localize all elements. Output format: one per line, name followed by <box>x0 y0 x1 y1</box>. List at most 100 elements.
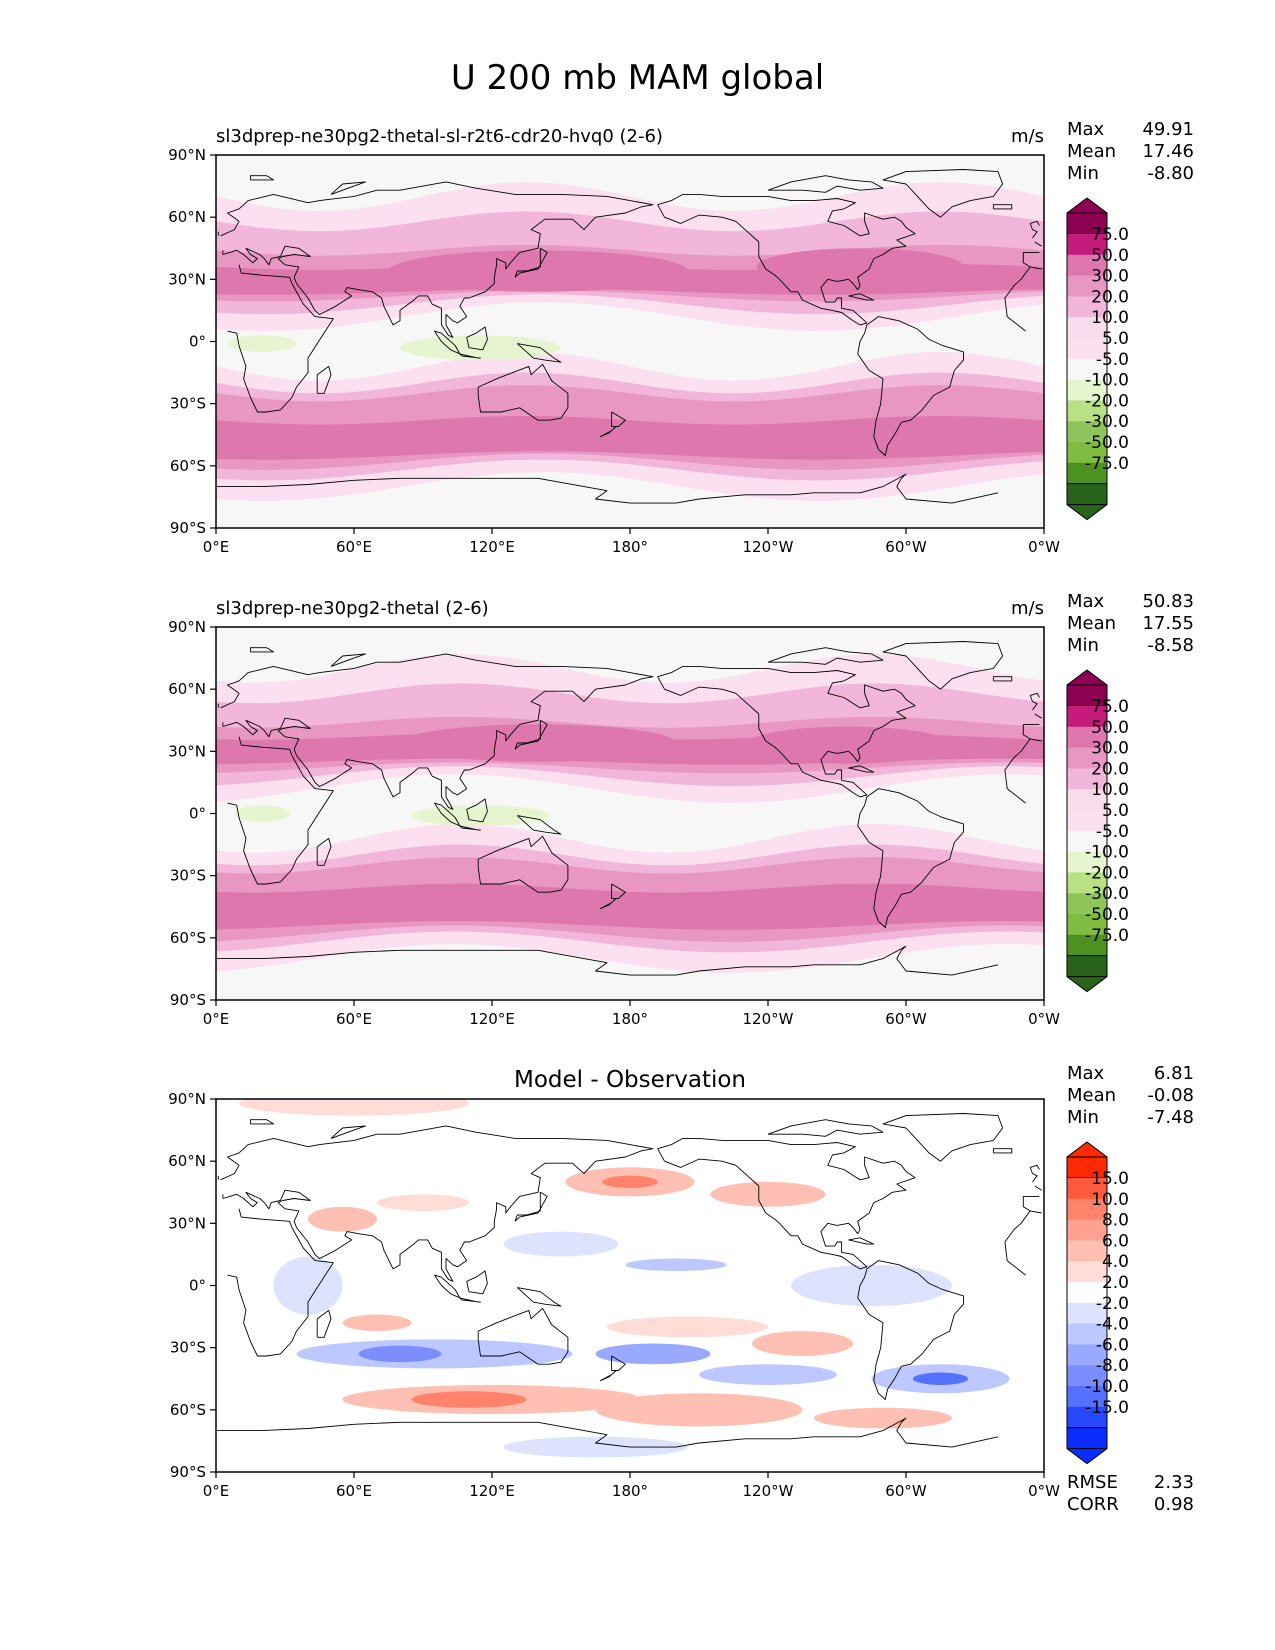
contour-blob <box>503 1436 688 1458</box>
colorbar-label: -2.0 <box>1096 1294 1129 1314</box>
colorbar-segment <box>1067 275 1107 297</box>
lat-tick-label: 60°S <box>170 1401 206 1419</box>
colorbar-label: -8.0 <box>1096 1356 1129 1376</box>
stat-label: Max <box>1067 591 1105 612</box>
coastline <box>857 788 964 928</box>
coastline <box>316 365 332 394</box>
colorbar-label: -75.0 <box>1085 926 1129 946</box>
coastline <box>848 765 875 773</box>
colorbar-segment <box>1067 830 1107 853</box>
lat-tick-label: 30°S <box>170 867 206 885</box>
coastline <box>516 343 562 363</box>
lat-tick-label: 90°S <box>170 519 206 537</box>
coastline <box>477 1307 569 1365</box>
coastlines <box>216 169 1042 504</box>
coastline <box>477 363 569 421</box>
lon-tick-label: 0°W <box>1028 538 1060 556</box>
lon-tick-label: 120°E <box>469 538 515 556</box>
colorbar-segment <box>1067 1282 1107 1304</box>
contour-blob <box>699 1364 837 1385</box>
colorbar: 15.010.08.06.04.02.0-2.0-4.0-6.0-8.0-10.… <box>1066 1141 1129 1465</box>
colorbar-segment <box>1067 1323 1107 1345</box>
coastline <box>466 798 488 823</box>
colorbar-label: 20.0 <box>1091 759 1129 779</box>
coastline <box>459 1297 481 1303</box>
coastline <box>611 883 626 899</box>
colorbar-segment <box>1067 442 1107 464</box>
contour-blob <box>411 1391 527 1408</box>
coastline <box>459 353 481 359</box>
colorbar-frame <box>1066 1156 1108 1450</box>
stat-label: Max <box>1067 119 1105 140</box>
colorbar-label: 4.0 <box>1102 1252 1129 1272</box>
coastline <box>216 1417 999 1448</box>
lon-tick-label: 120°E <box>469 1010 515 1028</box>
colorbar-segment <box>1067 934 1107 957</box>
colorbar: 75.050.030.020.010.05.0-5.0-10.0-20.0-30… <box>1066 669 1129 993</box>
colorbar-segment <box>1067 1302 1107 1325</box>
lat-tick-label: 60°N <box>168 1152 206 1170</box>
lat-tick-label: 90°S <box>170 1463 206 1481</box>
colorbar-segment <box>1067 726 1107 749</box>
contour-blob <box>756 248 964 286</box>
colorbar-label: 75.0 <box>1091 225 1129 245</box>
contour-blob <box>751 1331 854 1356</box>
contour-blob <box>400 724 676 762</box>
colorbar-label: -5.0 <box>1096 350 1129 370</box>
contour-blob <box>503 1231 619 1257</box>
coastline <box>992 204 1013 210</box>
lon-tick-label: 180° <box>612 1482 648 1500</box>
contour-blob <box>710 1181 826 1207</box>
map-panel-model: 90°N 60°N 30°N 0° 30°S 60°S 90°S0°E 60°E 120°E 18… <box>168 119 1194 556</box>
coastline <box>477 835 569 893</box>
stat-value: -8.80 <box>1147 163 1194 184</box>
colorbar-segment <box>1067 1219 1107 1241</box>
coastline <box>514 1191 548 1222</box>
colorbar-label: 30.0 <box>1091 739 1129 759</box>
stat-label: Mean <box>1067 1085 1116 1106</box>
colorbar-segment <box>1067 338 1107 360</box>
colorbar-label: -30.0 <box>1085 884 1129 904</box>
contour-blob <box>595 1393 803 1427</box>
coastline <box>767 647 884 665</box>
colorbar: 75.050.030.020.010.05.0-5.0-10.0-20.0-30… <box>1066 197 1129 521</box>
lon-tick-label: 60°W <box>885 538 927 556</box>
coastline <box>250 175 274 181</box>
coastline <box>848 293 875 301</box>
colorbar-segment <box>1067 914 1107 936</box>
colorbar-label: 10.0 <box>1091 308 1129 328</box>
coastline <box>611 411 626 427</box>
contour-blob <box>308 1206 377 1232</box>
stat-label: Max <box>1067 1063 1105 1084</box>
metric-value: 2.33 <box>1154 1472 1194 1493</box>
lat-tick-label: 90°N <box>168 146 206 164</box>
stat-value: -0.08 <box>1147 1085 1194 1106</box>
coastline <box>217 220 1040 239</box>
lon-tick-label: 60°W <box>885 1010 927 1028</box>
colorbar-extend-bottom <box>1066 483 1108 521</box>
colorbar-segment <box>1067 400 1107 422</box>
colorbar-segment <box>1067 234 1107 256</box>
stat-value: 17.55 <box>1142 613 1194 634</box>
colorbar-extend-bottom <box>1066 1427 1108 1465</box>
colorbar-label: 50.0 <box>1091 246 1129 266</box>
lat-tick-label: 0° <box>189 805 206 823</box>
colorbar-label: -50.0 <box>1085 905 1129 925</box>
lon-tick-label: 120°W <box>743 1010 794 1028</box>
coastline <box>216 473 999 504</box>
colorbar-label: 15.0 <box>1091 1169 1129 1189</box>
lat-tick-label: 90°N <box>168 618 206 636</box>
lat-tick-label: 0° <box>189 333 206 351</box>
stat-value: 49.91 <box>1142 119 1194 140</box>
colorbar-label: -6.0 <box>1096 1335 1129 1355</box>
coastline <box>459 825 481 831</box>
colorbar-segment <box>1067 358 1107 381</box>
colorbar-segment <box>1067 1178 1107 1200</box>
coastline <box>992 676 1013 682</box>
coastline <box>882 169 1004 218</box>
colorbar-segment <box>1067 789 1107 811</box>
lon-tick-label: 180° <box>612 1010 648 1028</box>
lon-tick-label: 0°E <box>203 1482 230 1500</box>
colorbar-label: 50.0 <box>1091 718 1129 738</box>
contour-blob <box>411 805 550 826</box>
